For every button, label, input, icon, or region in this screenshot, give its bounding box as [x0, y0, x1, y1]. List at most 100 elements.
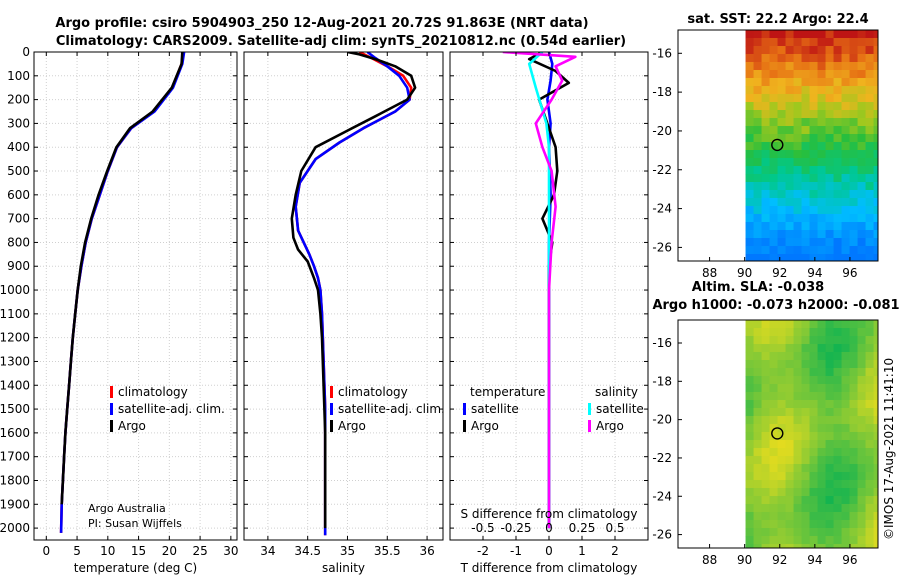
map-cell: [753, 352, 763, 361]
map-cell: [825, 520, 835, 529]
map-cell: [865, 528, 875, 537]
map-cell: [745, 166, 755, 175]
map-cell: [849, 392, 859, 401]
map-cell: [745, 150, 755, 159]
x-tick-label: 15: [131, 544, 146, 558]
map-cell: [785, 416, 795, 425]
map-cell: [809, 254, 819, 261]
map-cell: [865, 182, 875, 191]
map-cell: [865, 352, 875, 361]
map-cell: [857, 496, 867, 505]
map-cell: [753, 464, 763, 473]
map-cell: [873, 464, 878, 473]
map-cell: [801, 480, 811, 489]
map-y-tick-label: -16: [652, 46, 672, 60]
x2-tick-label: -0.5: [471, 521, 494, 535]
map-cell: [753, 536, 763, 545]
map-cell: [769, 520, 779, 529]
map-cell: [793, 456, 803, 465]
map-cell: [833, 384, 843, 393]
map-cell: [817, 62, 827, 71]
map-cell: [793, 190, 803, 199]
map-cell: [761, 134, 771, 143]
map-cell: [793, 110, 803, 119]
x2-axis-label: S difference from climatology: [461, 507, 638, 521]
map-cell: [865, 134, 875, 143]
map-cell: [753, 110, 763, 119]
map-cell: [793, 392, 803, 401]
map-cell: [793, 214, 803, 223]
map-cell: [841, 190, 851, 199]
map-cell: [825, 432, 835, 441]
map-cell: [857, 118, 867, 127]
map-cell: [873, 480, 878, 489]
map-cell: [817, 166, 827, 175]
map-cell: [793, 528, 803, 537]
map-cell: [833, 150, 843, 159]
map-cell: [793, 352, 803, 361]
map-cell: [809, 126, 819, 135]
map-cell: [849, 544, 859, 548]
legend-swatch: [588, 403, 591, 415]
map-cell: [809, 432, 819, 441]
map-cell: [865, 46, 875, 55]
map-cell: [769, 142, 779, 151]
map-cell: [865, 456, 875, 465]
map-cell: [841, 30, 851, 39]
map-cell: [833, 456, 843, 465]
map-cell: [817, 416, 827, 425]
map-cell: [745, 254, 755, 261]
map-cell: [769, 190, 779, 199]
map-cell: [817, 544, 827, 548]
map-cell: [873, 206, 878, 215]
map-cell: [833, 62, 843, 71]
map-cell: [777, 238, 787, 247]
map-cell: [777, 520, 787, 529]
map-cell: [841, 38, 851, 47]
map-cell: [801, 206, 811, 215]
map-cell: [753, 376, 763, 385]
map-cell: [761, 400, 771, 409]
map-cell: [849, 62, 859, 71]
map-cell: [785, 238, 795, 247]
difference-panel: -2 -1 0 1 2 T difference from climatology -0.5…: [449, 51, 649, 575]
legend-label: Argo: [471, 419, 499, 433]
map-cell: [841, 336, 851, 345]
map-y-tick-label: -16: [652, 336, 672, 350]
map-cell: [865, 30, 875, 39]
map-cell: [841, 230, 851, 239]
map-cell: [753, 30, 763, 39]
map-cell: [873, 78, 878, 87]
map-cell: [809, 182, 819, 191]
map-cell: [857, 86, 867, 95]
map-cell: [873, 174, 878, 183]
map-cell: [745, 134, 755, 143]
map-cell: [809, 488, 819, 497]
map-cell: [841, 344, 851, 353]
map-cell: [801, 38, 811, 47]
map-cell: [745, 230, 755, 239]
map-x-tick-label: 94: [807, 553, 822, 567]
map-cell: [817, 520, 827, 529]
map-cell: [777, 134, 787, 143]
map-cell: [817, 118, 827, 127]
map-cell: [769, 448, 779, 457]
map-cell: [833, 254, 843, 261]
map-cell: [777, 230, 787, 239]
map-cell: [785, 158, 795, 167]
map-cell: [833, 336, 843, 345]
map-cell: [761, 190, 771, 199]
map-cell: [865, 464, 875, 473]
map-cell: [745, 246, 755, 255]
map-cell: [841, 102, 851, 111]
map-cell: [841, 432, 851, 441]
map-cell: [801, 78, 811, 87]
map-cell: [833, 352, 843, 361]
map-cell: [777, 222, 787, 231]
map-cell: [777, 182, 787, 191]
map-cell: [857, 536, 867, 545]
map-cell: [833, 432, 843, 441]
map-cell: [769, 134, 779, 143]
map-cell: [745, 480, 755, 489]
map-cell: [825, 174, 835, 183]
